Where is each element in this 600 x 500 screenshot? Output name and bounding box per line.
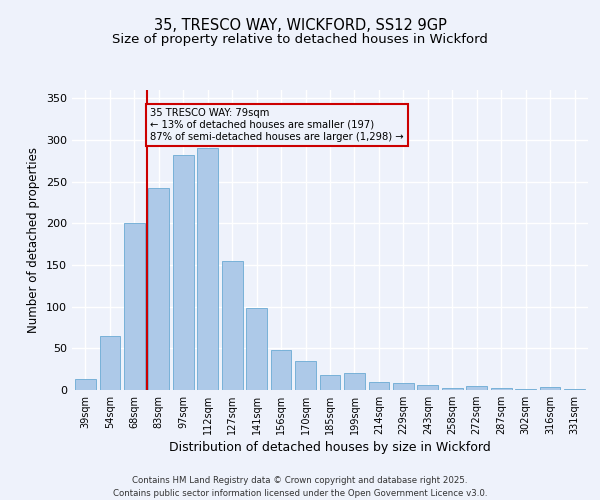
Bar	[75, 379, 96, 390]
Bar	[393, 382, 414, 390]
Text: Contains public sector information licensed under the Open Government Licence v3: Contains public sector information licen…	[113, 489, 487, 498]
Bar	[491, 388, 512, 390]
Bar	[515, 389, 536, 390]
Bar	[173, 155, 194, 390]
Bar	[222, 261, 242, 390]
Bar	[418, 385, 438, 390]
Bar	[100, 336, 120, 390]
Text: Contains HM Land Registry data © Crown copyright and database right 2025.: Contains HM Land Registry data © Crown c…	[132, 476, 468, 485]
Bar	[295, 361, 316, 390]
Bar	[344, 374, 365, 390]
Bar	[368, 382, 389, 390]
Bar	[564, 389, 585, 390]
Bar	[271, 350, 292, 390]
Bar	[442, 388, 463, 390]
Bar	[540, 386, 560, 390]
Bar	[124, 222, 145, 390]
Bar	[466, 386, 487, 390]
Bar	[320, 375, 340, 390]
Bar	[148, 188, 169, 390]
Text: 35, TRESCO WAY, WICKFORD, SS12 9GP: 35, TRESCO WAY, WICKFORD, SS12 9GP	[154, 18, 446, 32]
Text: Size of property relative to detached houses in Wickford: Size of property relative to detached ho…	[112, 32, 488, 46]
Y-axis label: Number of detached properties: Number of detached properties	[28, 147, 40, 333]
X-axis label: Distribution of detached houses by size in Wickford: Distribution of detached houses by size …	[169, 442, 491, 454]
Text: 35 TRESCO WAY: 79sqm
← 13% of detached houses are smaller (197)
87% of semi-deta: 35 TRESCO WAY: 79sqm ← 13% of detached h…	[150, 108, 404, 142]
Bar	[246, 308, 267, 390]
Bar	[197, 148, 218, 390]
